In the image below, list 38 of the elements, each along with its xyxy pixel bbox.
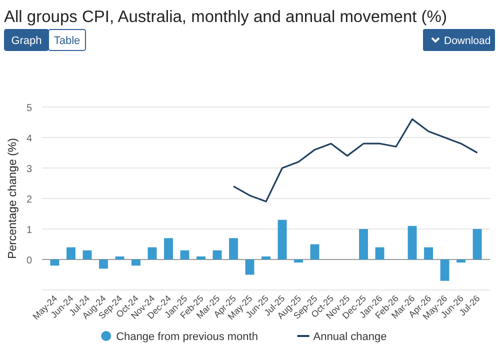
bar (408, 226, 417, 260)
bar (50, 260, 60, 266)
bar (180, 250, 190, 260)
y-tick-label: 3 (26, 164, 32, 175)
bar (229, 238, 238, 260)
legend-label: Change from previous month (116, 331, 258, 343)
bar (82, 250, 92, 260)
bar (196, 256, 206, 260)
y-tick-label: 5 (26, 103, 32, 114)
bar (375, 247, 384, 260)
table-button: Table (48, 29, 86, 51)
bar (262, 256, 270, 260)
bar (132, 260, 140, 266)
bar (115, 256, 124, 260)
bar (99, 260, 108, 269)
legend-label: Annual change (313, 331, 387, 343)
bar (472, 229, 482, 260)
line-series (232, 118, 478, 202)
bar (245, 260, 254, 275)
download-button: Download (423, 29, 495, 51)
bar (456, 260, 466, 263)
bar (66, 247, 76, 260)
bar (310, 244, 320, 260)
bar (212, 250, 222, 260)
bar (424, 247, 433, 260)
graph-button: Graph (4, 29, 49, 51)
bar (164, 238, 173, 260)
bar (278, 220, 287, 260)
bar (294, 260, 303, 263)
y-tick-label: 0 (26, 256, 32, 266)
bar (359, 229, 368, 260)
bar (148, 247, 157, 260)
y-axis-title: Percentage change (%) (7, 138, 19, 259)
chart-title: All groups CPI, Australia, monthly and annual movement (%) (4, 8, 447, 26)
y-tick-label: 4 (26, 134, 32, 144)
bar (440, 260, 450, 281)
y-tick-label: 2 (26, 194, 32, 206)
y-tick-label: 1 (26, 225, 32, 236)
